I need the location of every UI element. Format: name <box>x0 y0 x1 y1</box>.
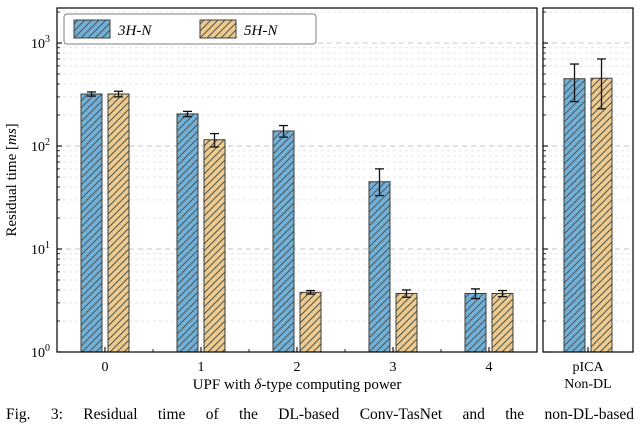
bar-3H-N-2 <box>272 130 295 353</box>
bar-3H-N-4-error-bar <box>471 288 480 300</box>
bar-3H-N-3 <box>368 181 391 353</box>
x-tick-label: 3 <box>390 360 397 375</box>
bar-5H-N-1 <box>203 139 226 353</box>
legend-box <box>63 13 317 45</box>
y-tick-label: 101 <box>31 240 50 258</box>
x-tick-label: 4 <box>486 360 493 375</box>
bar-3H-N-pICA-error-bar <box>570 63 579 103</box>
bar-5H-N-0 <box>107 93 130 353</box>
bar-5H-N-0-error-bar <box>114 90 123 98</box>
bar-5H-N-3-error-bar <box>402 289 411 298</box>
x-axis: 0 1 2 3 4 pICA Non-DL <box>102 347 612 392</box>
y-axis-label: Residual time [ms] <box>4 123 20 236</box>
bar-5H-N-2-error-bar <box>306 289 315 295</box>
legend-patch-3H-N <box>73 19 111 39</box>
bar-5H-N-4 <box>491 292 514 353</box>
bar-3H-N-2-error-bar <box>279 124 288 138</box>
bar-5H-N-pICA <box>590 77 613 353</box>
bar-3H-N-0 <box>80 93 103 353</box>
legend-label-3H-N: 3H-N <box>117 23 152 39</box>
x-tick-label-pica: pICA <box>572 360 604 375</box>
bar-5H-N-1-error-bar <box>210 132 219 148</box>
figure-caption: Fig. 3: Residual time of the DL-based Co… <box>6 406 634 423</box>
legend: 3H-N 5H-N <box>63 13 317 45</box>
y-tick-label: 102 <box>31 137 50 155</box>
bar-5H-N-3 <box>395 292 418 353</box>
bar-3H-N-pICA <box>563 78 586 353</box>
axes-right <box>542 7 634 353</box>
bar-3H-N-1 <box>176 113 199 353</box>
y-tick-label: 103 <box>31 34 50 52</box>
bar-5H-N-pICA-error-bar <box>597 58 606 110</box>
bar-3H-N-0-error-bar <box>87 91 96 97</box>
bar-5H-N-4-error-bar <box>498 289 507 298</box>
bar-3H-N-1-error-bar <box>183 110 192 118</box>
bar-chart: 100 101 102 103 0 1 2 3 4 pICA Non-DL UPF with δ-ty… <box>4 7 634 393</box>
x-axis-label: UPF with δ-type computing power <box>193 377 402 393</box>
grid <box>543 11 633 353</box>
y-tick-label: 100 <box>31 343 50 361</box>
x-tick-label: 2 <box>294 360 301 375</box>
x-tick-label: 0 <box>102 360 109 375</box>
legend-label-5H-N: 5H-N <box>244 23 278 39</box>
x-tick-label-pica: Non-DL <box>564 377 611 392</box>
x-tick-label: 1 <box>198 360 205 375</box>
grid <box>57 11 537 353</box>
legend-patch-5H-N <box>199 19 237 39</box>
bar-3H-N-4 <box>464 292 487 353</box>
bar-3H-N-3-error-bar <box>375 168 384 197</box>
bar-5H-N-2 <box>299 291 322 353</box>
